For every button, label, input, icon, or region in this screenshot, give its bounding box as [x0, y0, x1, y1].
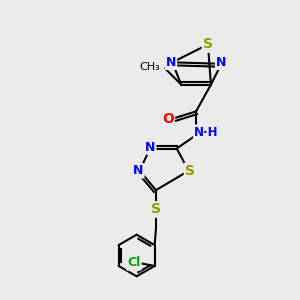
Text: S: S — [185, 164, 195, 178]
Text: S: S — [151, 202, 161, 216]
Text: CH₃: CH₃ — [140, 62, 160, 72]
Text: Cl: Cl — [127, 256, 140, 269]
Text: N·H: N·H — [194, 126, 219, 139]
Text: N: N — [145, 140, 155, 154]
Text: N: N — [166, 56, 176, 69]
Text: O: O — [162, 112, 174, 126]
Text: S: S — [203, 38, 213, 52]
Text: N: N — [133, 164, 143, 177]
Text: N: N — [216, 56, 226, 69]
